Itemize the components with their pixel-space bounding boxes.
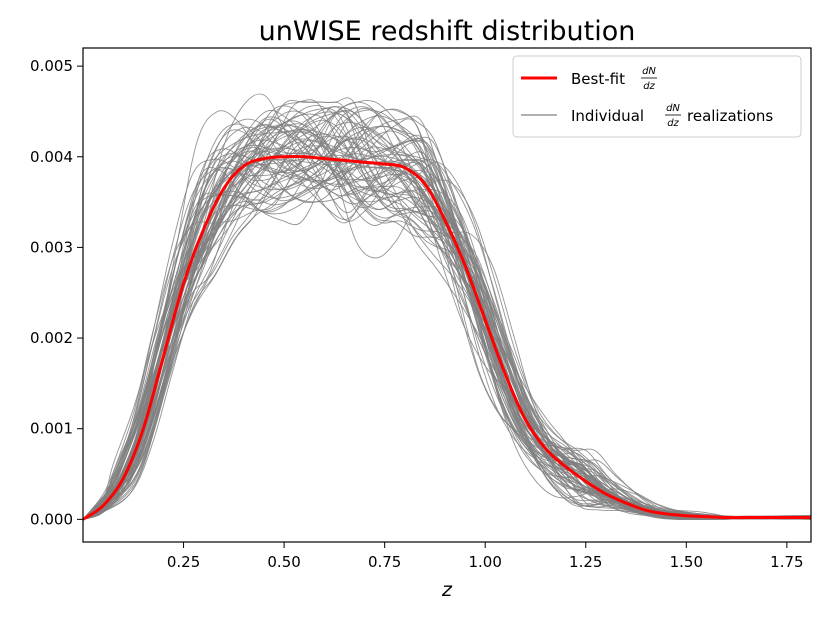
y-tick-label: 0.004 xyxy=(30,148,73,166)
best-fit-line xyxy=(83,155,811,521)
y-tick-label: 0.005 xyxy=(30,57,73,75)
y-tick-label: 0.000 xyxy=(30,510,73,528)
realization-line xyxy=(83,109,811,520)
realization-line xyxy=(83,126,811,520)
x-tick-label: 1.00 xyxy=(469,553,502,571)
legend-individual-frac-den: dz xyxy=(667,118,679,129)
realization-line xyxy=(83,123,811,520)
x-axis-label: z xyxy=(441,579,453,601)
realization-line xyxy=(83,93,811,520)
x-tick-label: 0.75 xyxy=(368,553,401,571)
realization-line xyxy=(83,118,811,520)
best-fit-line-group xyxy=(83,155,811,521)
realization-line xyxy=(83,125,811,520)
realization-lines xyxy=(83,93,811,521)
legend-box xyxy=(512,55,802,138)
legend-individual-frac-num: dN xyxy=(666,103,680,114)
realization-line xyxy=(83,123,811,520)
legend-best-fit-frac-den: dz xyxy=(643,81,655,92)
legend-best-fit-frac-num: dN xyxy=(642,66,656,77)
realization-line xyxy=(83,123,811,520)
realization-line xyxy=(83,110,811,520)
x-tick-label: 0.50 xyxy=(267,553,300,571)
y-axis: 0.000 0.001 0.002 0.003 0.004 0.005 xyxy=(30,57,83,528)
y-tick-label: 0.003 xyxy=(30,238,73,256)
realization-line xyxy=(83,126,811,520)
legend-individual-label: Individual xyxy=(571,107,644,125)
y-tick-label: 0.001 xyxy=(30,420,73,438)
plot-frame xyxy=(82,47,812,543)
realization-line xyxy=(83,125,811,520)
realization-line xyxy=(83,119,811,520)
y-tick-label: 0.002 xyxy=(30,329,73,347)
legend: Best-fit dN dz Individual dN dz realizat… xyxy=(512,55,802,138)
legend-best-fit-label: Best-fit xyxy=(571,70,625,88)
realization-line xyxy=(83,109,811,520)
realization-line xyxy=(83,105,811,520)
realization-line xyxy=(83,110,811,520)
x-tick-label: 1.50 xyxy=(670,553,703,571)
realization-line xyxy=(83,107,811,520)
realization-line xyxy=(83,109,811,520)
realization-line xyxy=(83,131,811,520)
x-axis: 0.25 0.50 0.75 1.00 1.25 1.50 1.75 xyxy=(167,542,804,571)
realization-line xyxy=(83,107,811,520)
realization-line xyxy=(83,110,811,520)
x-tick-label: 1.75 xyxy=(770,553,803,571)
realization-line xyxy=(83,123,811,520)
realization-line xyxy=(83,126,811,520)
realization-line xyxy=(83,125,811,520)
realization-line xyxy=(83,125,811,520)
x-tick-label: 1.25 xyxy=(569,553,602,571)
realization-line xyxy=(83,108,811,520)
legend-individual-suffix: realizations xyxy=(687,107,773,125)
chart-title: unWISE redshift distribution xyxy=(259,16,636,47)
x-tick-label: 0.25 xyxy=(167,553,200,571)
realization-line xyxy=(83,118,811,520)
realization-line xyxy=(83,130,811,521)
realization-line xyxy=(83,109,811,520)
realization-line xyxy=(83,118,811,520)
